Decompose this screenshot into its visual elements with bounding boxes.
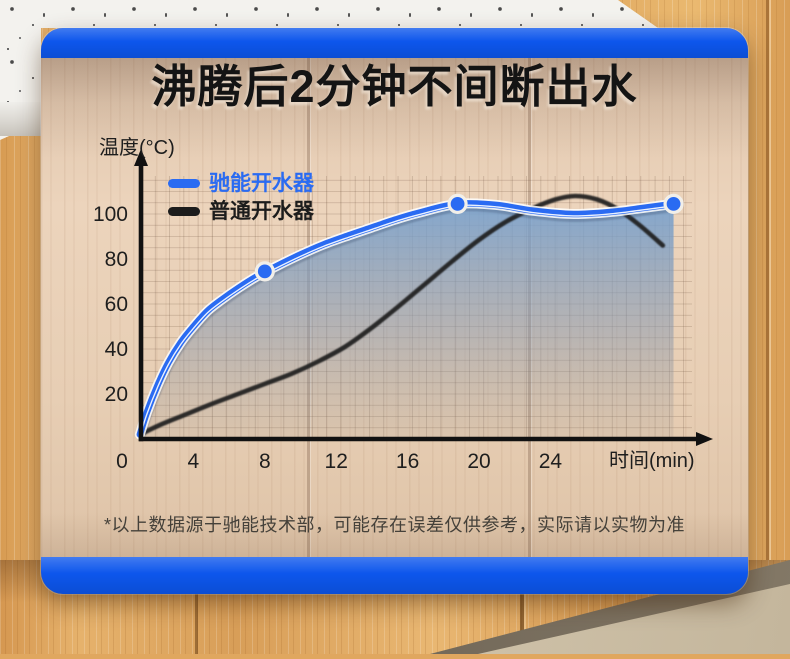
- chart-legend: 驰能开水器普通开水器: [168, 171, 314, 224]
- page-title: 沸腾后2分钟不间断出水: [151, 61, 638, 112]
- x-axis-title: 时间(min): [609, 450, 695, 472]
- card-top-accent-bar: [41, 28, 748, 58]
- legend-label: 驰能开水器: [209, 172, 314, 195]
- legend-swatch: [168, 179, 200, 188]
- legend-item-1: 普通开水器: [168, 199, 314, 224]
- countertop-edge: [0, 102, 41, 136]
- y-axis-title: 温度(°C): [99, 137, 175, 159]
- promo-card: 沸腾后2分钟不间断出水 *以上数据源于驰能技术部，可能存在误差仅供参考，实际请以…: [41, 28, 748, 594]
- legend-swatch: [168, 207, 200, 216]
- card-bottom-accent-bar: [41, 557, 748, 594]
- legend-item-0: 驰能开水器: [168, 171, 314, 196]
- legend-label: 普通开水器: [209, 200, 314, 223]
- disclaimer-footnote: *以上数据源于驰能技术部，可能存在误差仅供参考，实际请以实物为准: [103, 515, 685, 535]
